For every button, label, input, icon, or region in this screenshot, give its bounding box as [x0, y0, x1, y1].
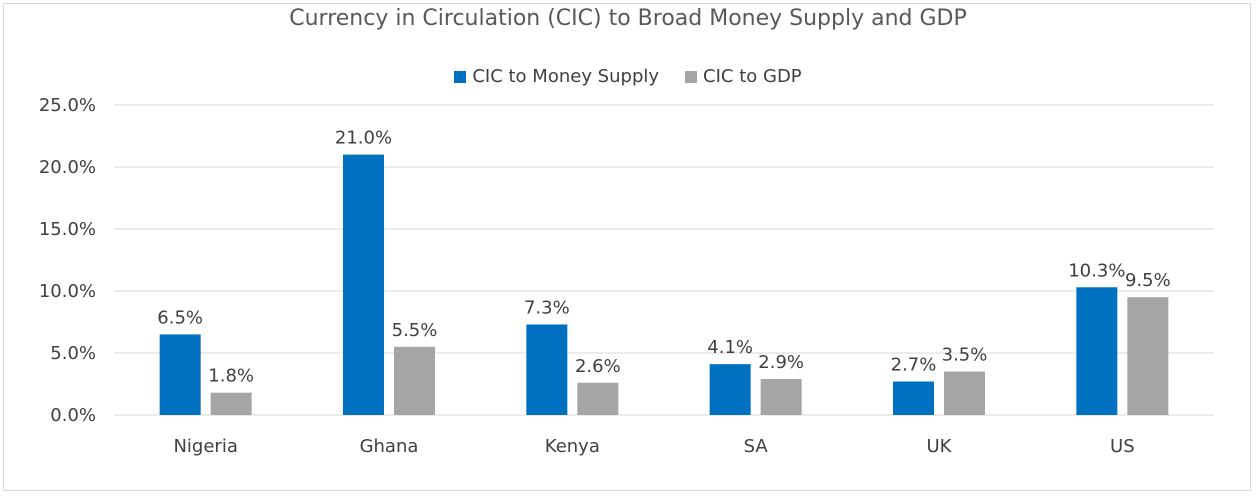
bar-gdp — [210, 392, 252, 415]
data-label: 1.8% — [208, 366, 254, 387]
bar-gdp — [1127, 297, 1169, 415]
bar-gdp — [394, 346, 435, 415]
x-category-label: Nigeria — [173, 436, 237, 457]
legend-label-series-1: CIC to Money Supply — [472, 66, 660, 87]
bar-gdp — [944, 371, 985, 415]
y-tick-label: 10.0% — [39, 281, 96, 302]
data-label: 5.5% — [392, 320, 438, 341]
x-category-label: US — [1110, 436, 1135, 457]
legend-swatch-series-2 — [685, 70, 698, 83]
legend-item-series-2: CIC to GDP — [685, 66, 802, 87]
y-tick-label: 25.0% — [39, 95, 96, 116]
bar-money-supply — [893, 381, 934, 415]
bar-money-supply — [159, 334, 201, 415]
chart-title: Currency in Circulation (CIC) to Broad M… — [289, 6, 967, 31]
legend-label-series-2: CIC to GDP — [703, 66, 802, 87]
bar-money-supply — [1076, 287, 1118, 415]
x-category-label: Ghana — [360, 436, 419, 457]
data-label: 4.1% — [707, 337, 753, 358]
bar-money-supply — [526, 324, 568, 415]
chart-legend: CIC to Money Supply CIC to GDP — [0, 66, 1256, 87]
data-label: 2.7% — [891, 355, 937, 376]
bar-money-supply — [343, 154, 384, 415]
legend-swatch-series-1 — [454, 70, 467, 83]
bar-gdp — [577, 382, 619, 415]
x-category-label: Kenya — [545, 436, 600, 457]
bar-money-supply — [709, 364, 751, 415]
data-label: 21.0% — [335, 128, 392, 149]
x-category-label: UK — [927, 436, 953, 457]
data-label: 3.5% — [942, 345, 988, 366]
data-label: 9.5% — [1125, 270, 1171, 291]
data-label: 2.6% — [575, 356, 621, 377]
y-tick-label: 5.0% — [50, 343, 96, 364]
y-tick-label: 20.0% — [39, 157, 96, 178]
y-tick-label: 0.0% — [50, 405, 96, 426]
data-label: 2.9% — [758, 352, 804, 373]
legend-item-series-1: CIC to Money Supply — [454, 66, 659, 87]
data-label: 7.3% — [524, 297, 570, 318]
y-tick-label: 15.0% — [39, 219, 96, 240]
bar-gdp — [760, 379, 802, 415]
data-label: 10.3% — [1068, 260, 1125, 281]
x-category-label: SA — [744, 436, 769, 457]
data-label: 6.5% — [157, 307, 203, 328]
